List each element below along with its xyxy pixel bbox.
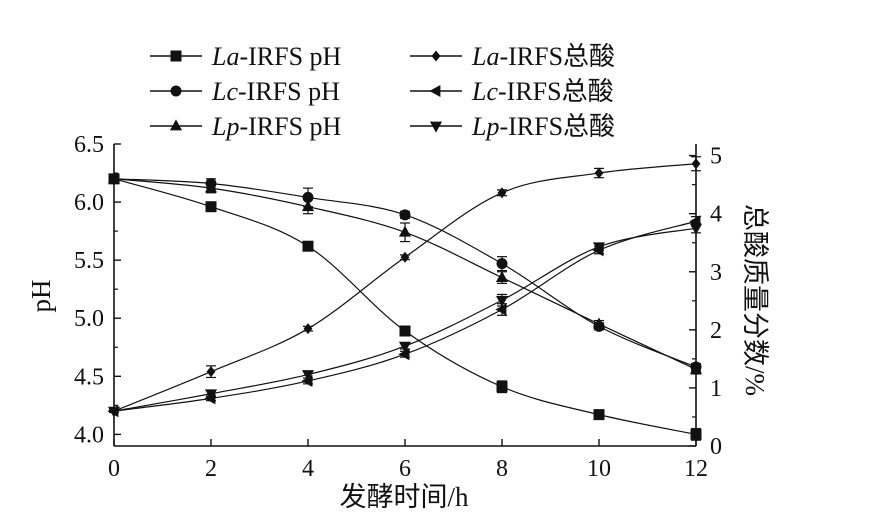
legend-item-1: Lc-IRFS pH — [150, 77, 340, 106]
x-tick-label: 10 — [587, 456, 611, 482]
triangle-down-marker — [592, 242, 606, 254]
square-marker — [205, 201, 217, 213]
triangle-up-marker — [495, 270, 509, 282]
x-tick-label: 0 — [108, 456, 120, 482]
legend-label-italic: Lp — [471, 112, 499, 141]
x-tick-label: 4 — [302, 456, 314, 482]
circle-marker — [170, 85, 182, 97]
y-left-tick-label: 6.0 — [74, 190, 104, 216]
circle-marker — [496, 258, 508, 270]
y-right-tick-label: 5 — [710, 144, 722, 170]
y-left-tick-label: 4.5 — [74, 364, 104, 390]
x-tick-label: 12 — [684, 456, 708, 482]
y-left-tick-label: 5.5 — [74, 248, 104, 274]
legend-item-4: Lc-IRFS总酸 — [410, 77, 614, 106]
triangle-down-marker — [429, 121, 443, 133]
legend-label: Lp-IRFS总酸 — [471, 112, 615, 141]
diamond-marker — [303, 323, 313, 335]
legend-item-2: Lp-IRFS pH — [150, 112, 342, 141]
legend-label: Lp-IRFS pH — [211, 112, 342, 141]
y-axis-left-title: pH — [26, 280, 56, 313]
square-marker — [593, 409, 605, 421]
y-right-tick-label: 0 — [710, 434, 722, 460]
legend-label-italic: Lc — [471, 77, 498, 106]
x-tick-label: 6 — [399, 456, 411, 482]
legend-label-rest: -IRFS pH — [239, 112, 341, 141]
legend-label-italic: Lc — [211, 77, 238, 106]
y-left-tick-label: 6.5 — [74, 132, 104, 158]
legend-item-5: Lp-IRFS总酸 — [410, 112, 615, 141]
triangle-down-marker — [495, 295, 509, 307]
legend-item-3: La-IRFS总酸 — [410, 42, 615, 71]
legend-label-rest: -IRFS总酸 — [499, 112, 615, 141]
triangle-down-marker — [398, 341, 412, 353]
triangle-up-marker — [169, 119, 183, 131]
square-marker — [170, 50, 182, 62]
y-right-tick-label: 2 — [710, 318, 722, 344]
diamond-marker — [400, 251, 410, 263]
y-right-tick-label: 3 — [710, 260, 722, 286]
square-marker — [399, 325, 411, 337]
legend-label-rest: -IRFS pH — [239, 42, 341, 71]
series-layer — [107, 156, 703, 441]
x-tick-label: 8 — [496, 456, 508, 482]
diamond-marker — [594, 167, 604, 179]
triangle-up-marker — [204, 181, 218, 193]
series-4 — [107, 215, 701, 418]
triangle-left-marker — [398, 348, 410, 361]
legend-label-italic: La — [211, 42, 239, 71]
legend-item-0: La-IRFS pH — [150, 42, 342, 71]
legend-label: La-IRFS pH — [211, 42, 342, 71]
x-tick-label: 2 — [205, 456, 217, 482]
triangle-down-marker — [204, 389, 218, 401]
triangle-left-marker — [429, 84, 441, 98]
y-right-tick-label: 4 — [710, 202, 722, 228]
legend-label-italic: Lp — [211, 112, 239, 141]
square-marker — [302, 240, 314, 252]
diamond-marker — [431, 50, 441, 62]
series-line — [113, 178, 697, 368]
triangle-up-marker — [592, 317, 606, 329]
circle-marker — [399, 209, 411, 221]
diamond-marker — [497, 187, 507, 199]
triangle-down-marker — [301, 370, 315, 382]
y-right-tick-label: 1 — [710, 376, 722, 402]
legend-label: Lc-IRFS总酸 — [471, 77, 614, 106]
diamond-marker — [206, 366, 216, 378]
y-left-tick-label: 5.0 — [74, 306, 104, 332]
triangle-up-marker — [301, 200, 315, 212]
y-axis-right-title: 总酸质量分数/% — [740, 204, 770, 396]
legend-label: Lc-IRFS pH — [211, 77, 340, 106]
triangle-left-marker — [495, 303, 507, 316]
legend-label-rest: -IRFS总酸 — [499, 42, 615, 71]
legend-label-rest: -IRFS总酸 — [498, 77, 614, 106]
legend-label-italic: La — [471, 42, 499, 71]
series-line — [113, 220, 697, 412]
series-line — [113, 163, 697, 412]
square-marker — [496, 381, 508, 393]
legend-label-rest: -IRFS pH — [238, 77, 340, 106]
legend-label: La-IRFS总酸 — [471, 42, 615, 71]
series-line — [113, 178, 697, 370]
x-axis-title: 发酵时间/h — [339, 482, 469, 512]
series-3 — [109, 156, 701, 417]
triangle-up-marker — [398, 225, 412, 237]
y-left-tick-label: 4.0 — [74, 422, 104, 448]
